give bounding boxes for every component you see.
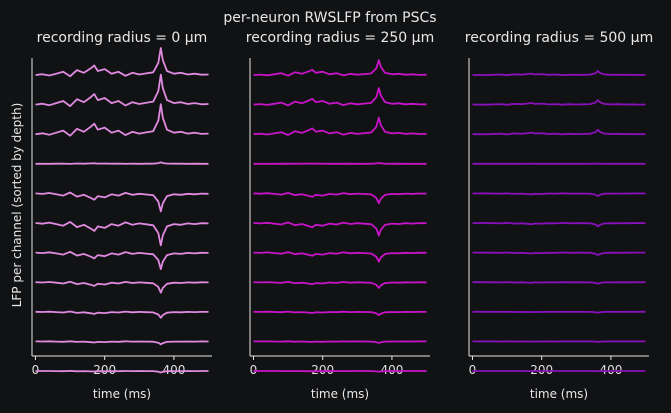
channel-trace-5 (253, 192, 427, 205)
panel-title: recording radius = 250 μm (246, 30, 434, 46)
channel-trace-5 (472, 192, 646, 197)
channel-trace-11 (35, 370, 209, 374)
x-tick-label: 400 (162, 363, 185, 377)
panel-title: recording radius = 0 μm (37, 30, 208, 46)
channel-trace-8 (472, 281, 646, 285)
channel-trace-10 (472, 340, 646, 343)
channel-trace-4 (35, 161, 209, 165)
channel-trace-1 (35, 47, 209, 78)
x-tick-label: 400 (599, 363, 622, 377)
x-tick-label: 200 (93, 363, 116, 377)
channel-trace-6 (472, 221, 646, 228)
panel-1: recording radius = 0 μm 0 200 400 time (ms) (31, 30, 212, 401)
channel-trace-11 (253, 370, 427, 373)
channel-trace-2 (472, 99, 646, 106)
x-tick-label: 0 (469, 363, 477, 377)
channel-trace-3 (253, 116, 427, 136)
channel-trace-10 (253, 340, 427, 344)
panel-2: recording radius = 250 μm 0 200 400 time (ms… (246, 30, 434, 401)
panel-title: recording radius = 500 μm (465, 30, 653, 46)
x-axis-label: time (ms) (530, 387, 588, 401)
channel-trace-4 (253, 162, 427, 165)
x-tick-label: 0 (250, 363, 258, 377)
channel-trace-1 (253, 59, 427, 77)
figure-title: per-neuron RWSLFP from PSCs (223, 10, 436, 26)
channel-trace-2 (35, 73, 209, 107)
channel-trace-6 (253, 221, 427, 237)
channel-trace-9 (253, 310, 427, 316)
channel-trace-2 (253, 87, 427, 107)
channel-trace-8 (253, 281, 427, 289)
channel-trace-8 (35, 280, 209, 294)
y-axis-label: LFP per channel (sorted by depth) (10, 103, 24, 308)
channel-trace-9 (472, 310, 646, 314)
x-axis-label: time (ms) (311, 387, 369, 401)
x-tick-label: 400 (380, 363, 403, 377)
channel-trace-6 (35, 221, 209, 247)
channel-trace-7 (472, 251, 646, 256)
x-axis-label: time (ms) (93, 387, 151, 401)
x-tick-label: 200 (311, 363, 334, 377)
channel-trace-10 (35, 340, 209, 346)
channel-trace-7 (35, 250, 209, 270)
panel-3: recording radius = 500 μm 0 200 400 time (ms… (465, 30, 653, 401)
channel-trace-1 (472, 70, 646, 77)
channel-trace-7 (253, 251, 427, 263)
x-tick-label: 200 (530, 363, 553, 377)
channel-trace-3 (472, 128, 646, 136)
channel-trace-3 (35, 103, 209, 137)
channel-trace-9 (35, 310, 209, 319)
channel-trace-5 (35, 191, 209, 213)
x-tick-label: 0 (32, 363, 40, 377)
